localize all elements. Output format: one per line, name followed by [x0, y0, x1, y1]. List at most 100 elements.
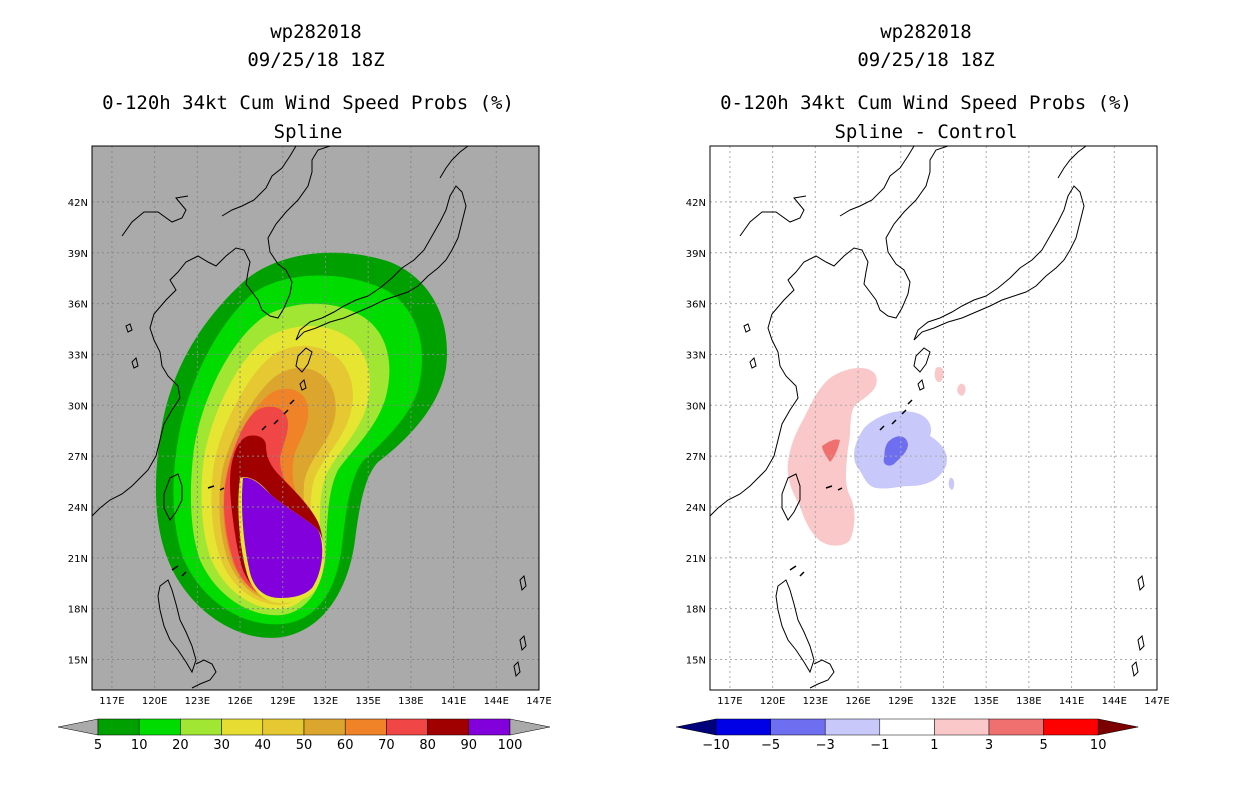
colorbar-swatch [879, 718, 935, 736]
colorbar-label: 60 [337, 738, 354, 753]
colorbar-label: 100 [498, 738, 523, 753]
y-tick-label: 21N [686, 554, 706, 565]
y-tick-label: 33N [68, 350, 88, 361]
diff-positive-island-2 [957, 383, 966, 396]
colorbar-under-arrow [675, 718, 717, 736]
x-tick-label: 123E [803, 696, 828, 707]
colorbar-label: 5 [1039, 738, 1047, 753]
y-tick-label: 18N [686, 605, 706, 616]
right-title-storm: wp282018 [880, 21, 972, 43]
x-tick-label: 132E [931, 696, 956, 707]
y-tick-label: 30N [68, 401, 88, 412]
x-tick-label: 126E [227, 696, 252, 707]
colorbar-over-arrow [509, 718, 551, 736]
left-title-datetime: 09/25/18 18Z [247, 49, 384, 71]
colorbar-swatch [180, 718, 222, 736]
y-tick-label: 15N [686, 655, 706, 666]
colorbar-label: 40 [255, 738, 272, 753]
colorbar-label: 1 [930, 738, 938, 753]
diff-positive-island-1 [934, 366, 944, 383]
left-colorbar: 5 10 20 30 40 50 60 70 80 90 100 [57, 718, 551, 753]
right-title-datetime: 09/25/18 18Z [857, 49, 994, 71]
y-tick-label: 39N [686, 249, 706, 260]
right-axis-ticks: 117E 120E 123E 126E 129E 132E 135E 138E 141E 144E… [686, 198, 1170, 707]
y-tick-label: 27N [686, 452, 706, 463]
colorbar-over-arrow [1097, 718, 1139, 736]
colorbar-swatch [221, 718, 264, 736]
x-tick-label: 117E [717, 696, 742, 707]
x-tick-label: 123E [185, 696, 210, 707]
colorbar-swatch [97, 718, 140, 736]
right-grid [710, 146, 1158, 690]
left-title-subtitle: Spline [274, 121, 343, 143]
y-tick-label: 36N [68, 300, 88, 311]
x-tick-label: 141E [441, 696, 466, 707]
y-tick-label: 24N [686, 503, 706, 514]
y-tick-label: 27N [68, 452, 88, 463]
x-tick-label: 135E [355, 696, 380, 707]
colorbar-swatch [303, 718, 346, 736]
x-tick-label: 144E [1102, 696, 1127, 707]
right-title-variable: 0-120h 34kt Cum Wind Speed Probs (%) [720, 92, 1132, 114]
x-tick-label: 138E [398, 696, 423, 707]
x-tick-label: 144E [484, 696, 509, 707]
y-tick-label: 21N [68, 554, 88, 565]
y-tick-label: 24N [68, 503, 88, 514]
colorbar-label: −3 [816, 738, 835, 753]
colorbar-label: 70 [378, 738, 395, 753]
colorbar-label: 5 [94, 738, 102, 753]
y-tick-label: 30N [686, 401, 706, 412]
colorbar-under-arrow [57, 718, 99, 736]
right-map-background [710, 146, 1157, 690]
x-tick-label: 147E [526, 696, 551, 707]
colorbar-label: −10 [702, 738, 729, 753]
x-tick-label: 126E [845, 696, 870, 707]
colorbar-label: 50 [296, 738, 313, 753]
y-tick-label: 42N [686, 198, 706, 209]
colorbar-label: 80 [419, 738, 436, 753]
colorbar-label: 10 [131, 738, 148, 753]
right-difference-field [787, 366, 966, 546]
x-tick-label: 120E [142, 696, 167, 707]
left-title-variable: 0-120h 34kt Cum Wind Speed Probs (%) [102, 92, 514, 114]
y-tick-label: 15N [68, 655, 88, 666]
colorbar-label: 30 [213, 738, 230, 753]
colorbar-swatch [386, 718, 428, 736]
colorbar-swatch [715, 718, 771, 736]
prob-band-100 [241, 477, 323, 598]
colorbar-label: −1 [870, 738, 889, 753]
right-panel: wp282018 09/25/18 18Z 0-120h 34kt Cum Wi… [675, 21, 1170, 753]
colorbar-swatch [770, 718, 826, 736]
left-title-storm: wp282018 [270, 21, 362, 43]
right-map-frame [709, 145, 1158, 691]
y-tick-label: 39N [68, 249, 88, 260]
x-tick-label: 141E [1059, 696, 1084, 707]
colorbar-swatch [344, 718, 387, 736]
x-tick-label: 117E [99, 696, 124, 707]
colorbar-swatch [468, 718, 511, 736]
x-tick-label: 138E [1016, 696, 1041, 707]
colorbar-label: 3 [985, 738, 993, 753]
left-probability-field [155, 252, 447, 638]
colorbar-label: −5 [761, 738, 780, 753]
colorbar-label: 90 [461, 738, 478, 753]
diff-negative-island [948, 477, 955, 490]
right-title-subtitle: Spline - Control [834, 121, 1017, 143]
colorbar-swatch [138, 718, 181, 736]
right-colorbar: −10 −5 −3 −1 1 3 5 10 [675, 718, 1139, 753]
colorbar-swatch [988, 718, 1044, 736]
x-tick-label: 132E [313, 696, 338, 707]
y-tick-label: 36N [686, 300, 706, 311]
left-axis-ticks: 117E 120E 123E 126E 129E 132E 135E 138E 141E 144E… [68, 198, 552, 707]
left-panel: wp282018 09/25/18 18Z 0-120h 34kt Cum Wi… [57, 21, 552, 753]
y-tick-label: 42N [68, 198, 88, 209]
diff-negative-3to5 [883, 436, 908, 466]
left-map-frame [91, 145, 540, 691]
x-tick-label: 135E [973, 696, 998, 707]
y-tick-label: 18N [68, 605, 88, 616]
colorbar-label: 20 [172, 738, 189, 753]
y-tick-label: 33N [686, 350, 706, 361]
x-tick-label: 120E [760, 696, 785, 707]
colorbar-label: 10 [1090, 738, 1107, 753]
left-grid [92, 146, 540, 690]
